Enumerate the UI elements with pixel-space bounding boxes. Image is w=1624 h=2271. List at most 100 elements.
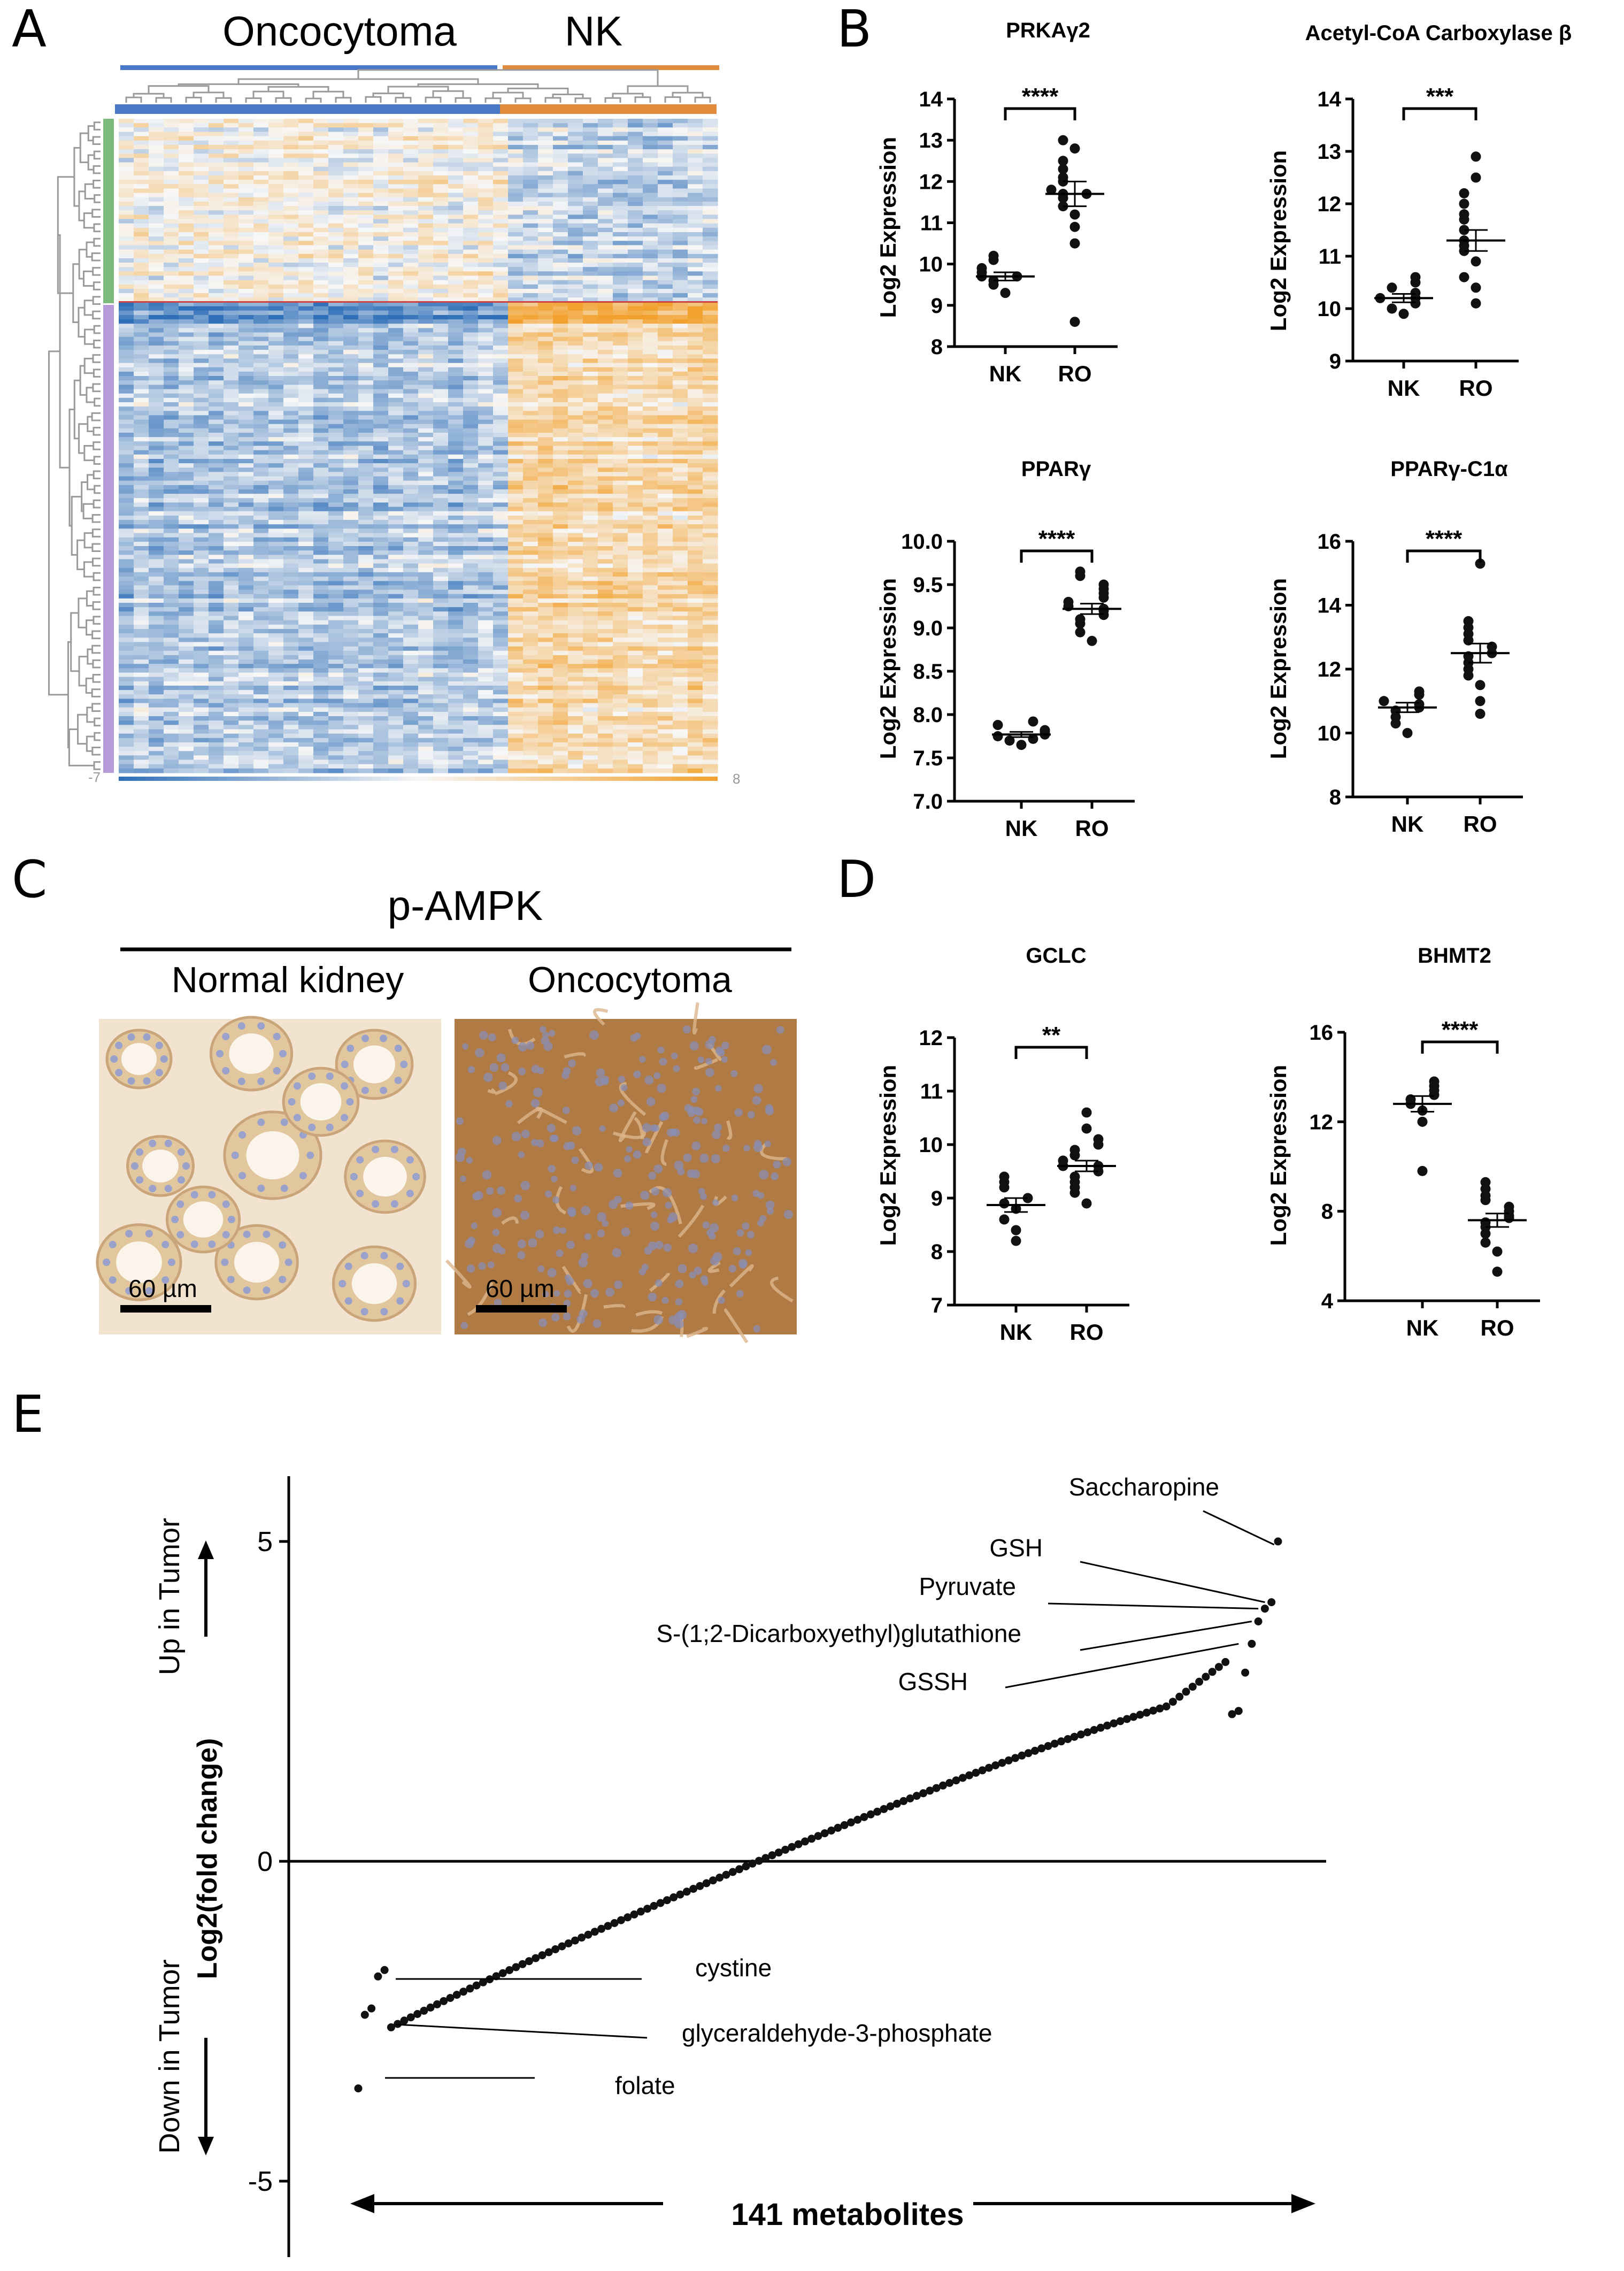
metabolite-point (682, 1888, 691, 1896)
metabolite-point (801, 1837, 809, 1846)
metabolite-point (1182, 1687, 1190, 1696)
metabolite-point (1175, 1692, 1184, 1701)
metabolite-fold-change-chart: 5 0 -5 Log2(fold change) Up in Tumor Down … (153, 1473, 1326, 2257)
y-tick-label: 12 (1318, 193, 1342, 216)
metabolite-point (1228, 1710, 1236, 1718)
data-point (999, 1198, 1010, 1209)
y-axis-label: Log2 Expression (1266, 578, 1291, 759)
data-point (1087, 635, 1097, 646)
y-tick-label: 10 (1318, 722, 1342, 746)
metabolite-point (827, 1827, 836, 1835)
y-tick-label: 9.5 (913, 573, 943, 597)
metabolite-point (1234, 1707, 1243, 1715)
data-point (1093, 1134, 1104, 1145)
metabolite-point (1274, 1537, 1282, 1546)
metabolite-point (584, 1930, 592, 1939)
y-tick-label: 8 (1321, 1200, 1333, 1224)
data-point (1475, 558, 1486, 569)
scale-bar-label-right: 60 µm (486, 1275, 555, 1302)
data-point (1081, 1198, 1092, 1209)
data-point (1075, 627, 1086, 638)
label-saccharopine: Saccharopine (1069, 1473, 1219, 1501)
row-cluster-bar-1 (103, 119, 114, 303)
heatmap-color-scale (119, 777, 718, 781)
data-point (1058, 156, 1068, 166)
chart-prkag2: PRKAγ2 Log2 Expression 8 9 10 11 12 13 14 NK RO *… (875, 19, 1118, 386)
metabolite-point (505, 1966, 514, 1974)
metabolite-point (538, 1951, 547, 1960)
data-point (1075, 566, 1086, 577)
metabolite-point (1254, 1617, 1263, 1625)
metabolite-point (794, 1840, 803, 1848)
metabolite-point (774, 1848, 783, 1857)
normal-kidney-label: Normal kidney (172, 960, 404, 1000)
metabolite-point (840, 1821, 849, 1829)
metabolite-point (991, 1761, 1000, 1770)
x-axis-label: 141 metabolites (731, 2197, 964, 2232)
data-point (1398, 309, 1409, 319)
data-point (1069, 143, 1080, 154)
label-leader-line (1080, 1621, 1252, 1651)
metabolite-point (709, 1876, 717, 1885)
data-point (1417, 1116, 1428, 1127)
data-point (988, 250, 999, 261)
significance-bracket (1020, 549, 1094, 563)
data-point (1011, 1236, 1021, 1246)
metabolite-point (400, 2016, 409, 2025)
metabolite-point (532, 1954, 540, 1962)
metabolite-point (1168, 1698, 1177, 1706)
metabolite-point (926, 1786, 934, 1795)
chart-title: PPARγ (1021, 457, 1091, 481)
data-point (1492, 1246, 1503, 1257)
metabolite-point (781, 1845, 790, 1854)
y-tick-label: 12 (919, 170, 943, 194)
metabolite-point (853, 1815, 862, 1824)
normal-kidney-tissue (96, 1016, 426, 1322)
data-point (1011, 1225, 1021, 1236)
metabolite-point (1096, 1723, 1105, 1732)
significance-stars: ** (1042, 1022, 1061, 1048)
data-point (1058, 1155, 1068, 1166)
metabolite-point (380, 1966, 389, 1974)
metabolite-point (360, 2011, 369, 2019)
data-point (1459, 188, 1469, 198)
data-point (1016, 740, 1027, 750)
metabolite-point (1110, 1719, 1118, 1728)
data-point (1463, 616, 1474, 626)
data-point (1058, 172, 1068, 183)
data-point (1471, 282, 1481, 293)
metabolite-point (426, 2003, 435, 2012)
label-glyceraldehyde-3-phosphate: glyceraldehyde-3-phosphate (682, 2019, 992, 2047)
scale-max-label: 8 (733, 771, 740, 787)
metabolite-point (1221, 1658, 1230, 1666)
data-point (992, 731, 1003, 741)
oncocytoma-group-bar (120, 65, 497, 70)
heatmap-label-oncocytoma: Oncocytoma (222, 7, 457, 55)
data-point (992, 719, 1003, 730)
data-point (1058, 164, 1068, 174)
y-tick-label: 9.0 (913, 617, 943, 640)
y-tick-label: 14 (919, 88, 943, 111)
metabolite-point (965, 1771, 974, 1779)
metabolite-point (892, 1799, 901, 1808)
chart-bhmt2: BHMT2 Log2 Expression 4 8 12 16 NK RO **** (1266, 944, 1540, 1340)
x-tick-label-ro: RO (1070, 1319, 1104, 1345)
label-folate: folate (615, 2071, 675, 2099)
chart-title: PPARγ-C1α (1390, 457, 1508, 481)
data-point (1492, 1267, 1503, 1277)
metabolite-point (1260, 1605, 1269, 1613)
metabolite-point (880, 1805, 888, 1813)
oncocytoma-tissue (445, 1002, 794, 1344)
label-cystine: cystine (695, 1954, 772, 1982)
panel-letter-e: E (12, 1385, 44, 1444)
metabolite-point (617, 1916, 625, 1924)
label-gssh: GSSH (898, 1668, 968, 1695)
metabolite-point (459, 1988, 468, 1996)
data-point (1417, 1165, 1428, 1176)
metabolite-point (466, 1984, 474, 1993)
metabolite-point (689, 1885, 698, 1893)
x-arrow-right-head (1291, 2194, 1315, 2213)
metabolite-point (636, 1907, 645, 1916)
y-tick-label: 16 (1318, 530, 1342, 554)
metabolite-point (387, 2023, 395, 2031)
